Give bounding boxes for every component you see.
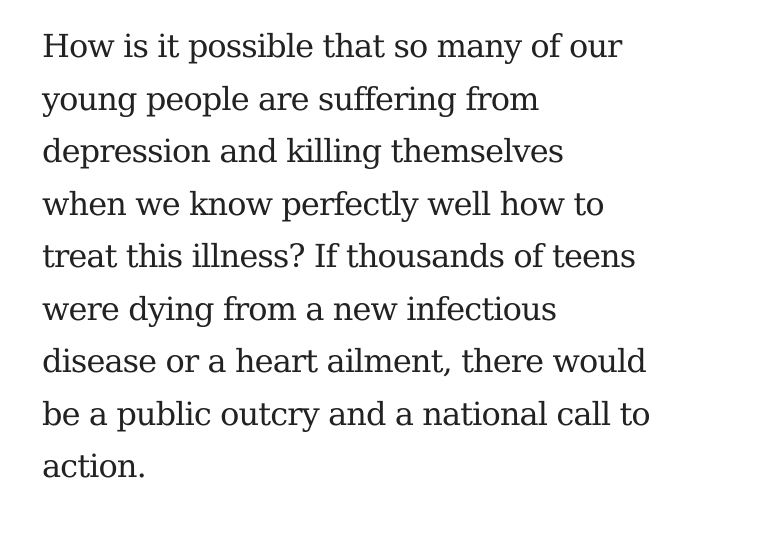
paragraph-line: treat this illness? If thousands of teen… xyxy=(42,237,636,275)
paragraph-line: action. xyxy=(42,447,147,485)
paragraph-line: be a public outcry and a national call t… xyxy=(42,394,651,433)
paragraph-line: depression and killing themselves xyxy=(42,132,564,170)
paragraph-line: were dying from a new infectious xyxy=(42,289,557,328)
paragraph-line: disease or a heart ailment, there would xyxy=(42,342,647,380)
paragraph-line: young people are suffering from xyxy=(42,79,539,118)
paragraph-line: How is it possible that so many of our xyxy=(42,27,622,65)
article-paragraph: How is it possible that so many of our y… xyxy=(42,20,742,493)
paragraph-line: when we know perfectly well how to xyxy=(42,184,605,223)
